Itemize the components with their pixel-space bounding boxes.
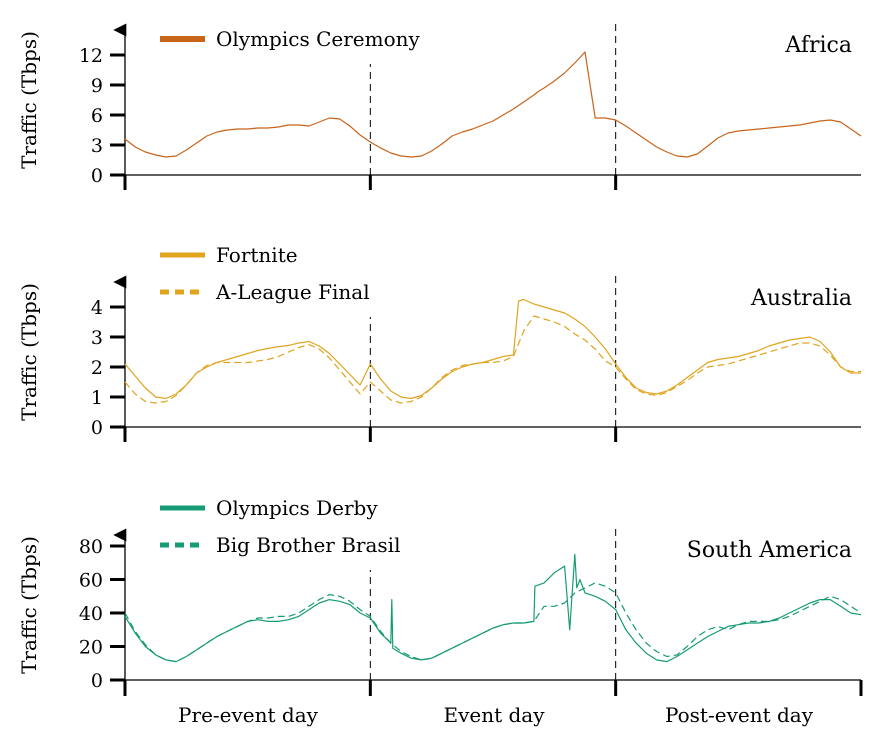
axes: 0 20 40 60 80 xyxy=(79,527,863,696)
axes: 0 1 2 3 4 xyxy=(91,275,861,442)
panel-australia: Traffic (Tbps) Australia Fortnite A-Leag… xyxy=(17,243,861,442)
region-label: South America xyxy=(687,538,852,563)
legend-label-fortnite: Fortnite xyxy=(216,243,298,267)
legend-label-olympics-ceremony: Olympics Ceremony xyxy=(216,27,421,51)
region-label: Australia xyxy=(750,286,852,311)
series-line-olympics-derby xyxy=(124,553,862,663)
y-axis-label: Traffic (Tbps) xyxy=(17,31,41,169)
y-tick-label: 40 xyxy=(79,603,103,625)
series-line-fortnite xyxy=(124,298,861,400)
legend: Fortnite A-League Final xyxy=(160,243,370,304)
y-tick-label: 20 xyxy=(79,637,103,659)
legend-label-big-brother-brasil: Big Brother Brasil xyxy=(216,533,400,557)
y-tick-label: 2 xyxy=(91,357,103,379)
y-tick-label: 3 xyxy=(91,135,103,157)
y-tick-label: 12 xyxy=(79,45,103,67)
series-line-big-brother-brasil xyxy=(124,582,862,663)
x-category-event-day: Event day xyxy=(443,703,545,727)
x-category-pre-event-day: Pre-event day xyxy=(178,703,319,727)
x-category-post-event-day: Post-event day xyxy=(665,703,814,727)
region-label: Africa xyxy=(784,33,852,58)
x-category-labels: Pre-event day Event day Post-event day xyxy=(178,703,814,727)
y-tick-label: 3 xyxy=(91,327,103,349)
axes: 0 3 6 9 12 xyxy=(79,22,861,190)
plot-area xyxy=(124,298,861,404)
y-axis-label: Traffic (Tbps) xyxy=(17,536,41,674)
panel-africa: Traffic (Tbps) Africa Olympics Ceremony … xyxy=(17,22,862,190)
y-tick-label: 0 xyxy=(91,670,103,692)
y-tick-label: 4 xyxy=(91,297,103,319)
y-axis-label: Traffic (Tbps) xyxy=(17,283,41,421)
legend-label-olympics-derby: Olympics Derby xyxy=(216,496,378,520)
legend-label-a-league-final: A-League Final xyxy=(215,280,370,304)
series-line-olympics-ceremony xyxy=(124,51,862,158)
y-tick-label: 60 xyxy=(79,570,103,592)
y-tick-label: 6 xyxy=(91,105,103,127)
legend: Olympics Ceremony xyxy=(160,27,421,51)
y-tick-label: 1 xyxy=(91,387,103,409)
y-tick-label: 0 xyxy=(91,417,103,439)
y-tick-label: 9 xyxy=(91,75,103,97)
plot-area xyxy=(124,51,862,158)
series-line-a-league-final xyxy=(124,315,861,404)
plot-area xyxy=(124,553,862,663)
y-tick-label: 80 xyxy=(79,536,103,558)
y-tick-label: 0 xyxy=(91,165,103,187)
panel-south-america: Traffic (Tbps) South America Olympics De… xyxy=(17,496,863,696)
legend: Olympics Derby Big Brother Brasil xyxy=(160,496,400,557)
